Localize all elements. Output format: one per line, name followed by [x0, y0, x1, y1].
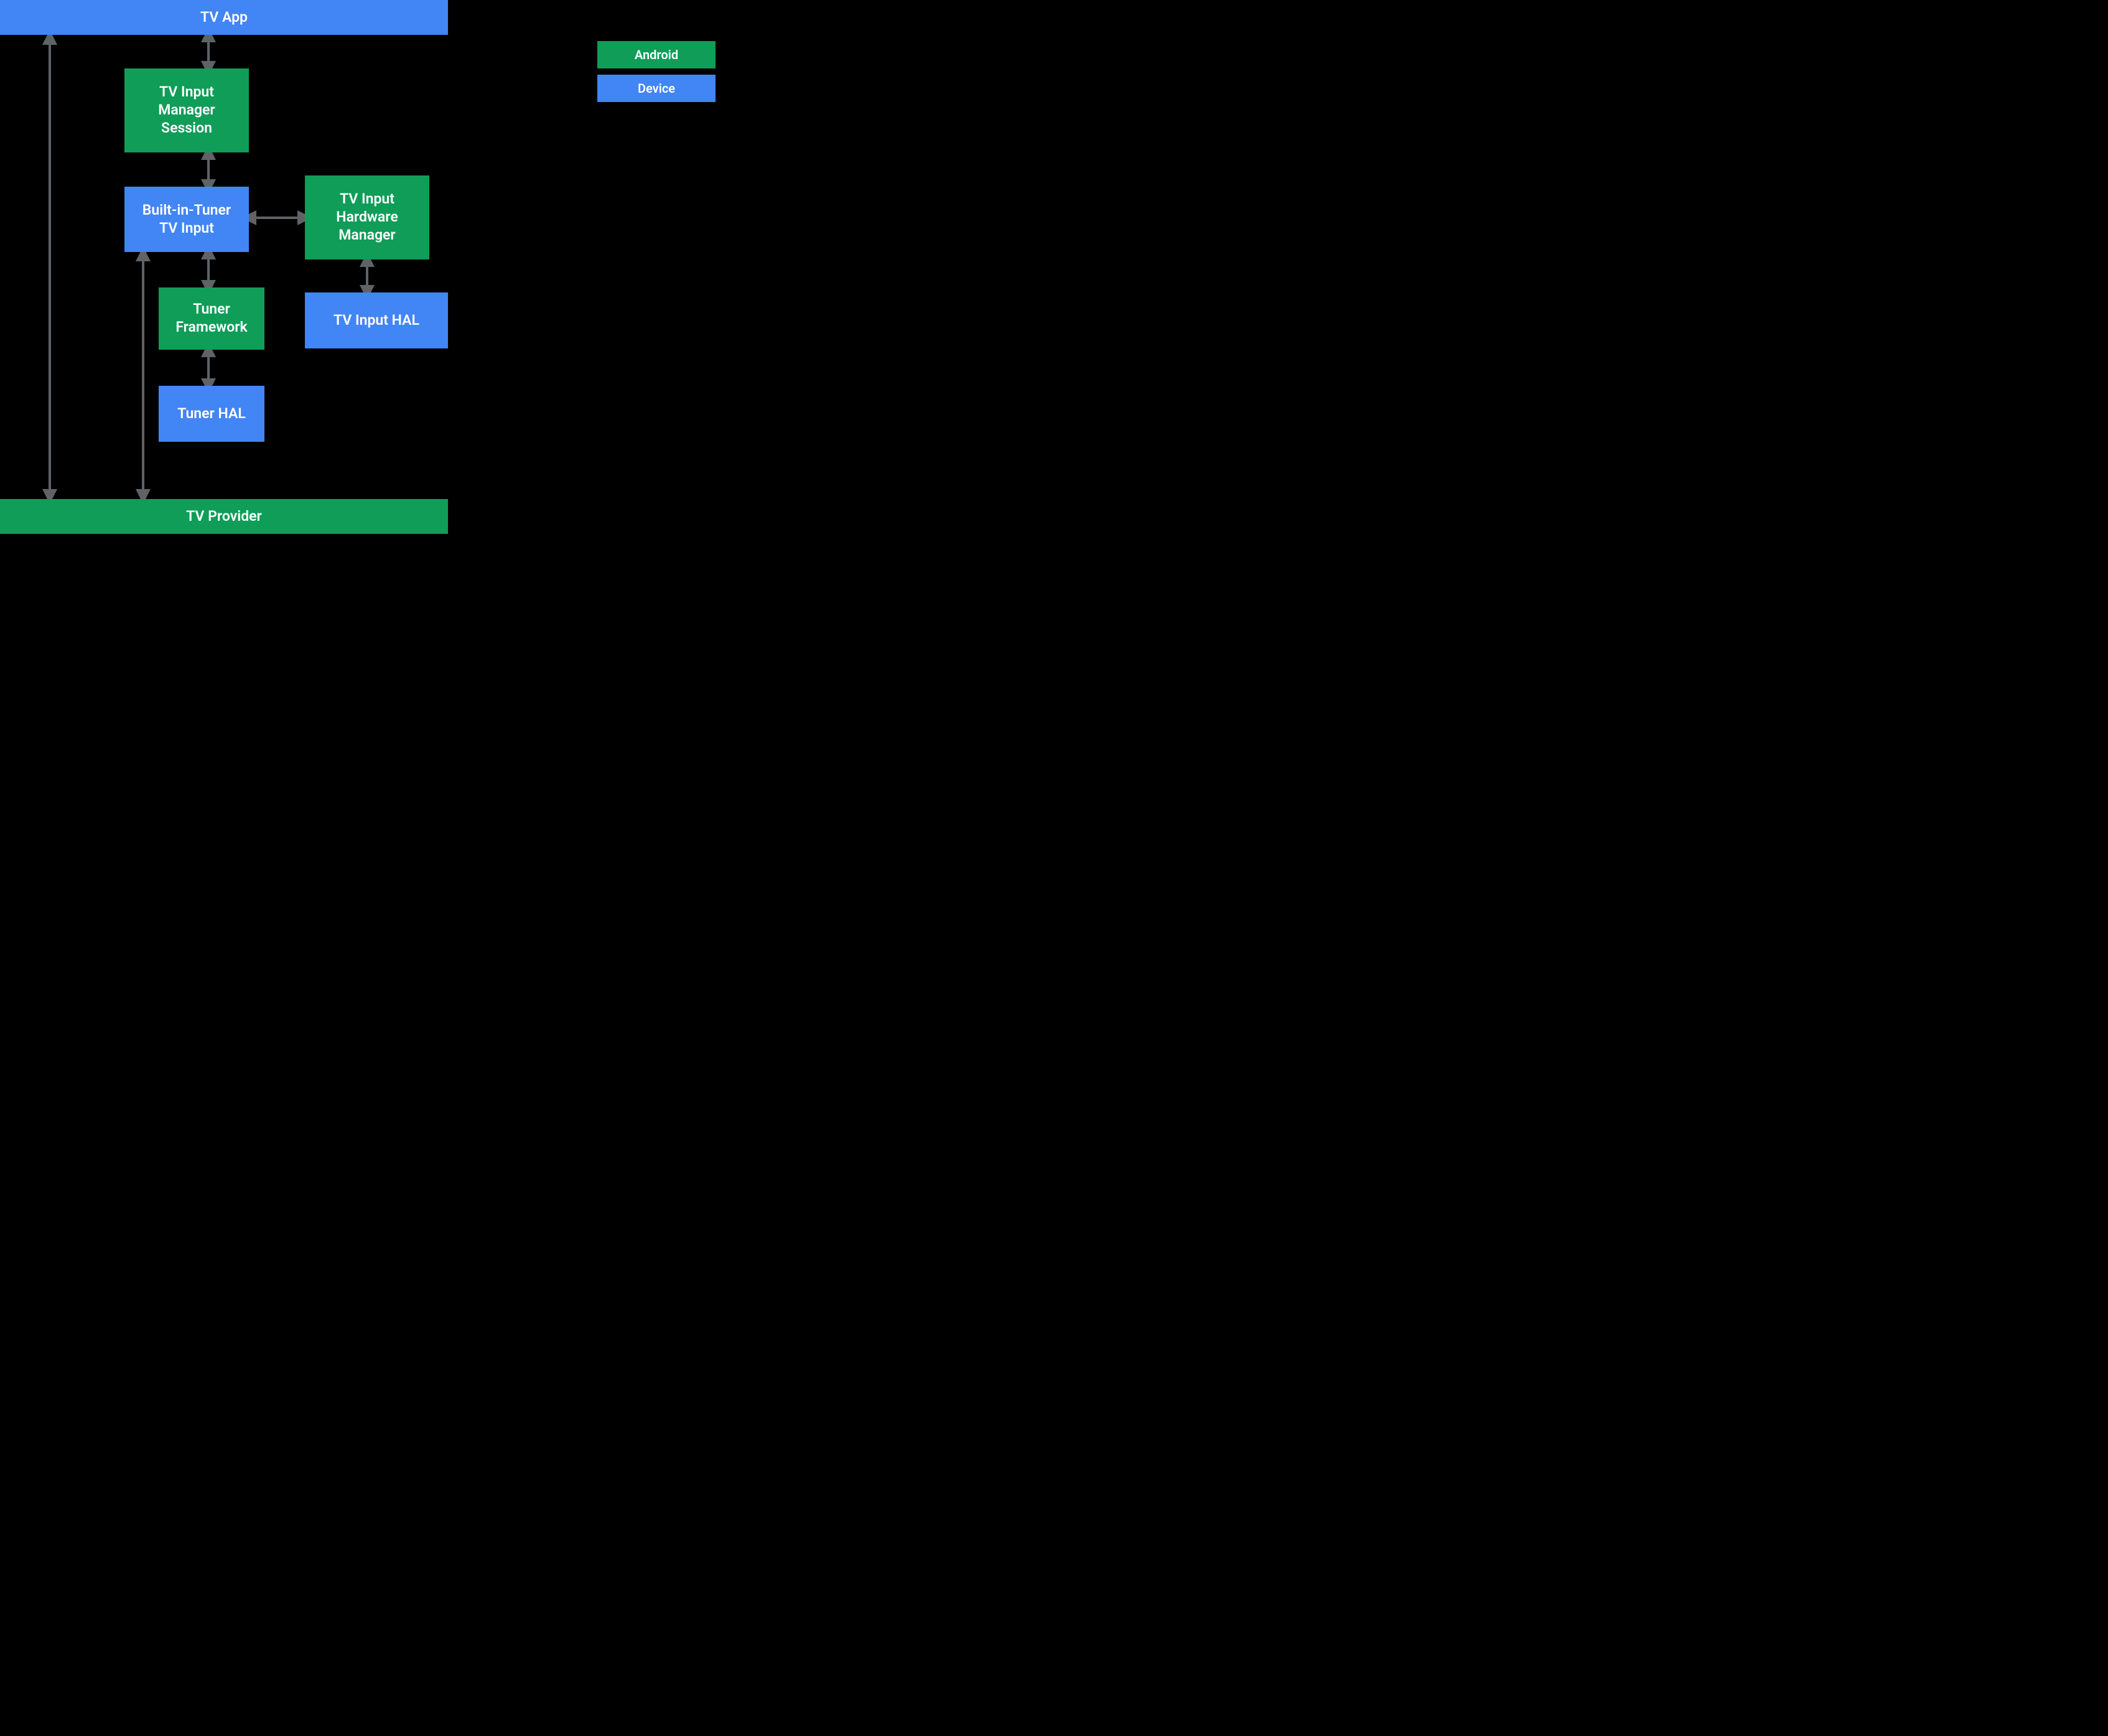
legend-label: Android [635, 47, 678, 62]
node-label: TV Input HAL [333, 312, 419, 330]
node-tim-session: TV Input Manager Session [124, 68, 249, 152]
node-tuner-fw: Tuner Framework [159, 287, 264, 350]
node-tuner-hal: Tuner HAL [159, 386, 264, 442]
node-label: TV App [200, 9, 248, 27]
legend-item-device: Device [597, 75, 716, 102]
node-label: Tuner HAL [177, 405, 246, 423]
node-label: TV Provider [186, 508, 262, 526]
node-label: TV Input Manager Session [158, 83, 215, 137]
node-tv-input-hal: TV Input HAL [305, 292, 448, 348]
legend-item-android: Android [597, 41, 716, 68]
node-hw-manager: TV Input Hardware Manager [305, 175, 429, 259]
diagram-canvas: TV App TV Input Manager Session Built-in-T… [0, 0, 747, 616]
node-tv-app: TV App [0, 0, 448, 35]
node-bit-input: Built-in-Tuner TV Input [124, 187, 249, 252]
node-label: Tuner Framework [175, 301, 247, 337]
node-label: TV Input Hardware Manager [336, 190, 398, 244]
node-tv-provider: TV Provider [0, 499, 448, 534]
node-label: Built-in-Tuner TV Input [142, 202, 231, 238]
legend-label: Device [638, 81, 675, 96]
